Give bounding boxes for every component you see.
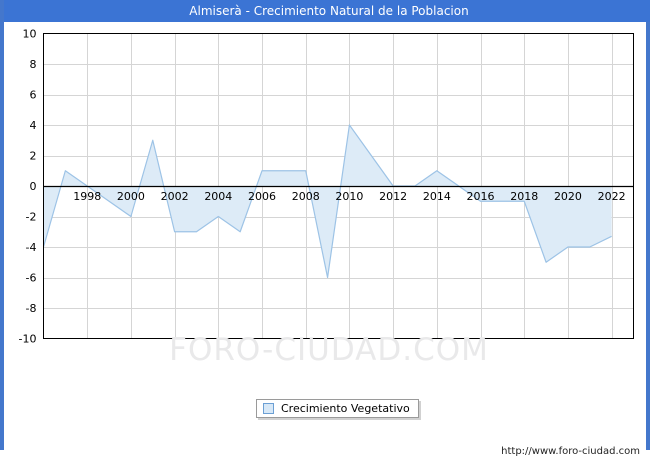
y-tick-label: 10 — [23, 28, 37, 41]
x-tick-label: 2022 — [598, 190, 626, 203]
y-tick-label: 4 — [30, 119, 37, 132]
series-crecimiento-vegetativo — [42, 124, 612, 279]
y-tick-label: 6 — [30, 89, 37, 102]
x-tick-label: 1998 — [73, 190, 101, 203]
source-url: http://www.foro-ciudad.com — [501, 446, 640, 457]
x-tick-label: 2000 — [117, 190, 145, 203]
x-tick-label: 2008 — [292, 190, 320, 203]
legend-swatch-icon — [263, 403, 274, 414]
growth-area-chart: 10 8 6 4 2 0 -2 -4 -6 -8 -10 1998 2000 2002 2004 2006 2… — [19, 28, 634, 346]
y-tick-label: 0 — [30, 180, 37, 193]
y-tick-label: -2 — [26, 211, 37, 224]
x-tick-label: 2018 — [510, 190, 538, 203]
x-tick-label: 2020 — [554, 190, 582, 203]
x-axis-tick-labels: 1998 2000 2002 2004 2006 2008 2010 2012 2014 2016… — [73, 190, 625, 203]
y-tick-label: -10 — [19, 333, 37, 346]
y-tick-label: -8 — [26, 302, 37, 315]
chart-legend[interactable]: Crecimiento Vegetativo — [256, 399, 419, 418]
x-tick-label: 2006 — [248, 190, 276, 203]
y-tick-label: 2 — [30, 150, 37, 163]
y-tick-label: 8 — [30, 58, 37, 71]
plot-border — [43, 33, 634, 339]
x-tick-label: 2016 — [467, 190, 495, 203]
y-tick-label: -6 — [26, 272, 37, 285]
y-tick-label: -4 — [26, 241, 37, 254]
x-tick-label: 2004 — [204, 190, 232, 203]
x-tick-label: 2012 — [379, 190, 407, 203]
x-tick-label: 2014 — [423, 190, 451, 203]
y-axis-tick-labels: 10 8 6 4 2 0 -2 -4 -6 -8 -10 — [19, 28, 37, 346]
x-tick-label: 2010 — [335, 190, 363, 203]
x-tick-label: 2002 — [161, 190, 189, 203]
chart-canvas: 10 8 6 4 2 0 -2 -4 -6 -8 -10 1998 2000 2002 2004 2006 2… — [4, 22, 650, 457]
legend-label: Crecimiento Vegetativo — [281, 402, 410, 415]
page-title: Almiserà - Crecimiento Natural de la Pob… — [4, 0, 650, 22]
